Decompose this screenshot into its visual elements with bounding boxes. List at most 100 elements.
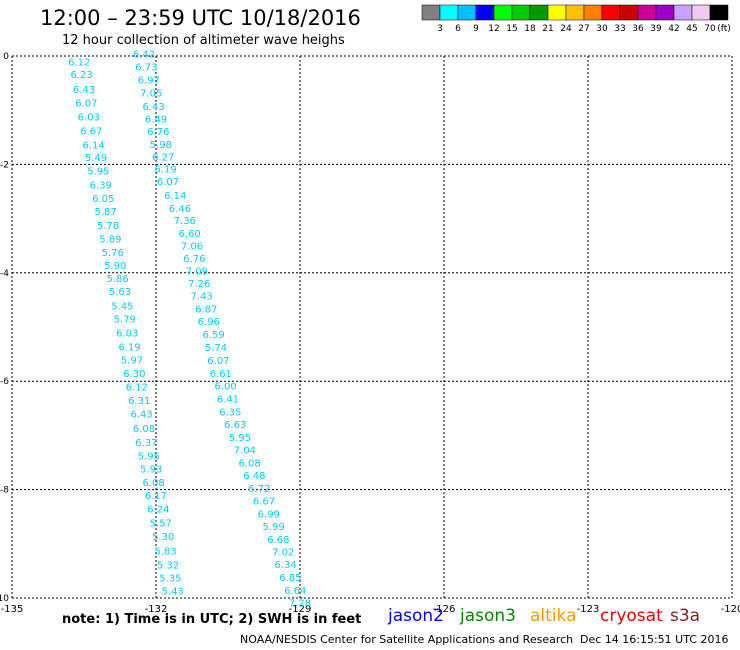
legend-cryosat: cryosat xyxy=(600,606,663,626)
colorbar-swatch xyxy=(619,4,639,21)
data-point-label: 5.32 xyxy=(157,560,179,571)
data-point-label: 5.95 xyxy=(138,451,160,462)
y-tick-label: -6 xyxy=(0,377,9,387)
data-point-label: 5.57 xyxy=(150,519,172,530)
data-point-label: 6.30 xyxy=(123,369,145,380)
data-point-label: 6.24 xyxy=(147,505,169,516)
colorbar-label: 6 xyxy=(455,24,461,34)
colorbar-label: 27 xyxy=(578,24,589,34)
data-point-label: 6.07 xyxy=(207,356,229,367)
data-point-label: 6.35 xyxy=(219,408,241,419)
colorbar-swatch xyxy=(457,4,477,21)
data-point-label: 6.27 xyxy=(152,152,174,163)
x-tick-label: -120 xyxy=(721,604,740,615)
data-point-label: 6.07 xyxy=(157,177,179,188)
data-point-label: 5.76 xyxy=(102,248,124,259)
data-point-label: 6.43 xyxy=(142,102,164,113)
colorbar-swatch xyxy=(475,4,495,21)
colorbar-label: 12 xyxy=(488,24,499,34)
legend-s3a: s3a xyxy=(670,606,701,626)
data-point-label: 7.28 xyxy=(289,598,311,609)
data-point-label: 7.09 xyxy=(186,267,208,278)
data-point-label: 6.05 xyxy=(92,194,114,205)
colorbar-swatch xyxy=(529,4,549,21)
data-point-label: 5.89 xyxy=(99,235,121,246)
grid xyxy=(11,55,733,599)
colorbar-swatch xyxy=(637,4,657,21)
data-point-label: 6.63 xyxy=(224,420,246,431)
data-point-label: 5.79 xyxy=(114,314,136,325)
data-point-label: 6.39 xyxy=(90,180,112,191)
colorbar-label: 15 xyxy=(506,24,517,34)
colorbar-swatch xyxy=(583,4,603,21)
data-point-label: 6.87 xyxy=(195,305,217,316)
data-point-label: 5.87 xyxy=(94,207,116,218)
data-point-label: 6.99 xyxy=(258,509,280,520)
data-point-label: 6.76 xyxy=(147,127,169,138)
note-text: note: 1) Time is in UTC; 2) SWH is in fe… xyxy=(62,612,362,627)
colorbar-label: 30 xyxy=(596,24,608,34)
colorbar-swatch xyxy=(421,4,441,21)
data-point-label: 6.08 xyxy=(238,459,260,470)
colorbar-label: 9 xyxy=(473,24,479,34)
data-point-label: 6.31 xyxy=(128,396,150,407)
data-point-label: 6.19 xyxy=(154,165,176,176)
colorbar-swatch xyxy=(511,4,531,21)
data-point-label: 5.45 xyxy=(111,301,133,312)
data-point-label: 5.95 xyxy=(87,166,109,177)
data-point-label: 7.02 xyxy=(272,547,294,558)
data-point-label: 6.37 xyxy=(135,438,157,449)
data-point-label: 5.90 xyxy=(104,261,126,272)
colorbar-swatch xyxy=(439,4,459,21)
data-point-label: 6.00 xyxy=(214,382,236,393)
data-point-label: 6.41 xyxy=(217,395,239,406)
chart-subtitle: 12 hour collection of altimeter wave hei… xyxy=(62,33,345,48)
data-point-label: 6.43 xyxy=(73,85,95,96)
data-point-label: 5.49 xyxy=(85,153,107,164)
data-point-label: 6.96 xyxy=(198,317,220,328)
colorbar-label: 18 xyxy=(524,24,536,34)
y-tick-label: 0 xyxy=(3,52,9,62)
colorbar-label: 45 xyxy=(686,24,697,34)
colorbar-swatch xyxy=(655,4,675,21)
data-point-label: 5.30 xyxy=(152,532,174,543)
colorbar-label: 70 xyxy=(704,24,716,34)
data-point-label: 6.03 xyxy=(116,328,138,339)
data-point-label: 6.42 xyxy=(133,49,155,60)
data-point-label: 6.07 xyxy=(75,99,97,110)
data-point-label: 7.05 xyxy=(140,88,162,99)
colorbar-label: 36 xyxy=(632,24,644,34)
y-tick-label: -10 xyxy=(0,594,9,604)
data-point-label: 6.43 xyxy=(130,410,152,421)
data-point-label: 6.48 xyxy=(243,471,265,482)
data-point-label: 6.12 xyxy=(68,57,90,68)
chart-title: 12:00 – 23:59 UTC 10/18/2016 xyxy=(40,6,361,30)
data-point-label: 5.97 xyxy=(121,356,143,367)
data-point-label: 6.03 xyxy=(78,113,100,124)
colorbar: 3 6 9 12 15 18 21 24 27 30 33 36 39 42 45 70 (ft) xyxy=(421,4,731,34)
colorbar-label: 39 xyxy=(650,24,662,34)
colorbar-swatch xyxy=(547,4,567,21)
colorbar-swatch xyxy=(565,4,585,21)
data-point-label: 6.60 xyxy=(178,229,200,240)
data-point-label: 7.43 xyxy=(190,292,212,303)
data-point-label: 6.68 xyxy=(267,535,289,546)
colorbar-label: 33 xyxy=(614,24,625,34)
axis-ticks: -135 -132 -129 -126 -123 -120 0 -2 -4 -6 -8 -10 xyxy=(0,52,740,615)
colorbar-swatch xyxy=(709,4,729,21)
data-point-label: 5.93 xyxy=(140,464,162,475)
data-point-label: 6.72 xyxy=(248,484,270,495)
data-point-label: 7.04 xyxy=(234,445,256,456)
data-point-label: 5.63 xyxy=(109,287,131,298)
colorbar-label: 42 xyxy=(668,24,679,34)
x-tick-label: -135 xyxy=(1,604,24,615)
data-point-label: 7.26 xyxy=(188,279,210,290)
data-point-label: 6.34 xyxy=(274,560,296,571)
colorbar-label: 24 xyxy=(560,24,572,34)
data-point-label: 6.76 xyxy=(183,254,205,265)
x-tick-label: -126 xyxy=(433,604,456,615)
colorbar-unit: (ft) xyxy=(717,24,731,34)
data-point-label: 6.46 xyxy=(169,204,191,215)
data-point-label: 6.19 xyxy=(118,343,140,354)
